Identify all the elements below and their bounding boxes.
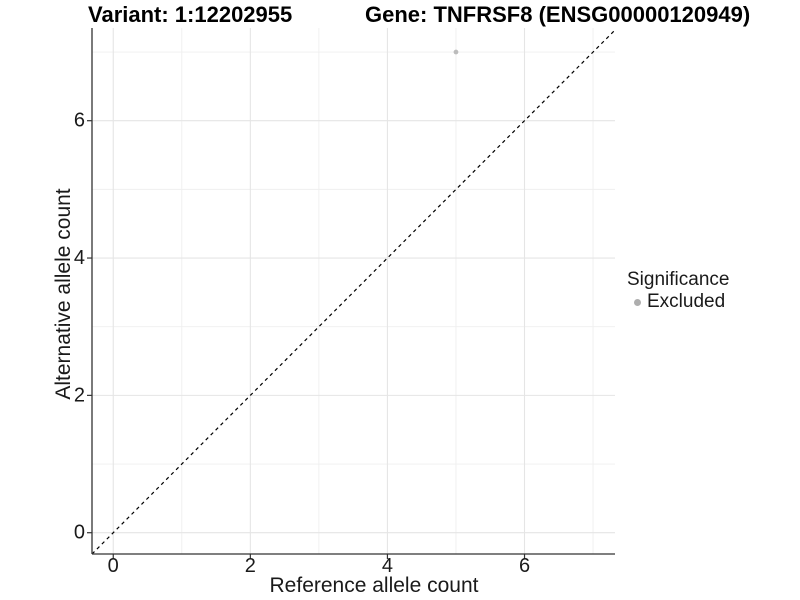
y-tick-label: 4 bbox=[74, 247, 85, 269]
identity-line bbox=[91, 29, 616, 555]
legend-point-icon bbox=[634, 298, 641, 306]
x-tick-label: 4 bbox=[382, 555, 393, 577]
x-tick-label: 6 bbox=[519, 555, 530, 577]
data-point bbox=[453, 49, 459, 55]
legend-entry-label: Excluded bbox=[647, 291, 726, 312]
y-tick-label: 2 bbox=[74, 384, 85, 406]
x-tick-label: 0 bbox=[108, 555, 119, 577]
y-axis-title: Alternative allele count bbox=[52, 188, 75, 400]
plot-title-variant: Variant: 1:12202955 bbox=[88, 2, 293, 27]
legend-title: Significance bbox=[627, 269, 730, 290]
plot-title-gene: Gene: TNFRSF8 (ENSG00000120949) bbox=[365, 2, 751, 27]
legend-entry-excluded: Excluded bbox=[627, 292, 729, 312]
y-tick-label: 0 bbox=[74, 522, 85, 544]
x-tick-label: 2 bbox=[245, 555, 256, 577]
x-axis-title: Reference allele count bbox=[269, 574, 479, 597]
y-tick-label: 6 bbox=[74, 110, 85, 132]
legend: Significance Excluded bbox=[627, 270, 729, 312]
